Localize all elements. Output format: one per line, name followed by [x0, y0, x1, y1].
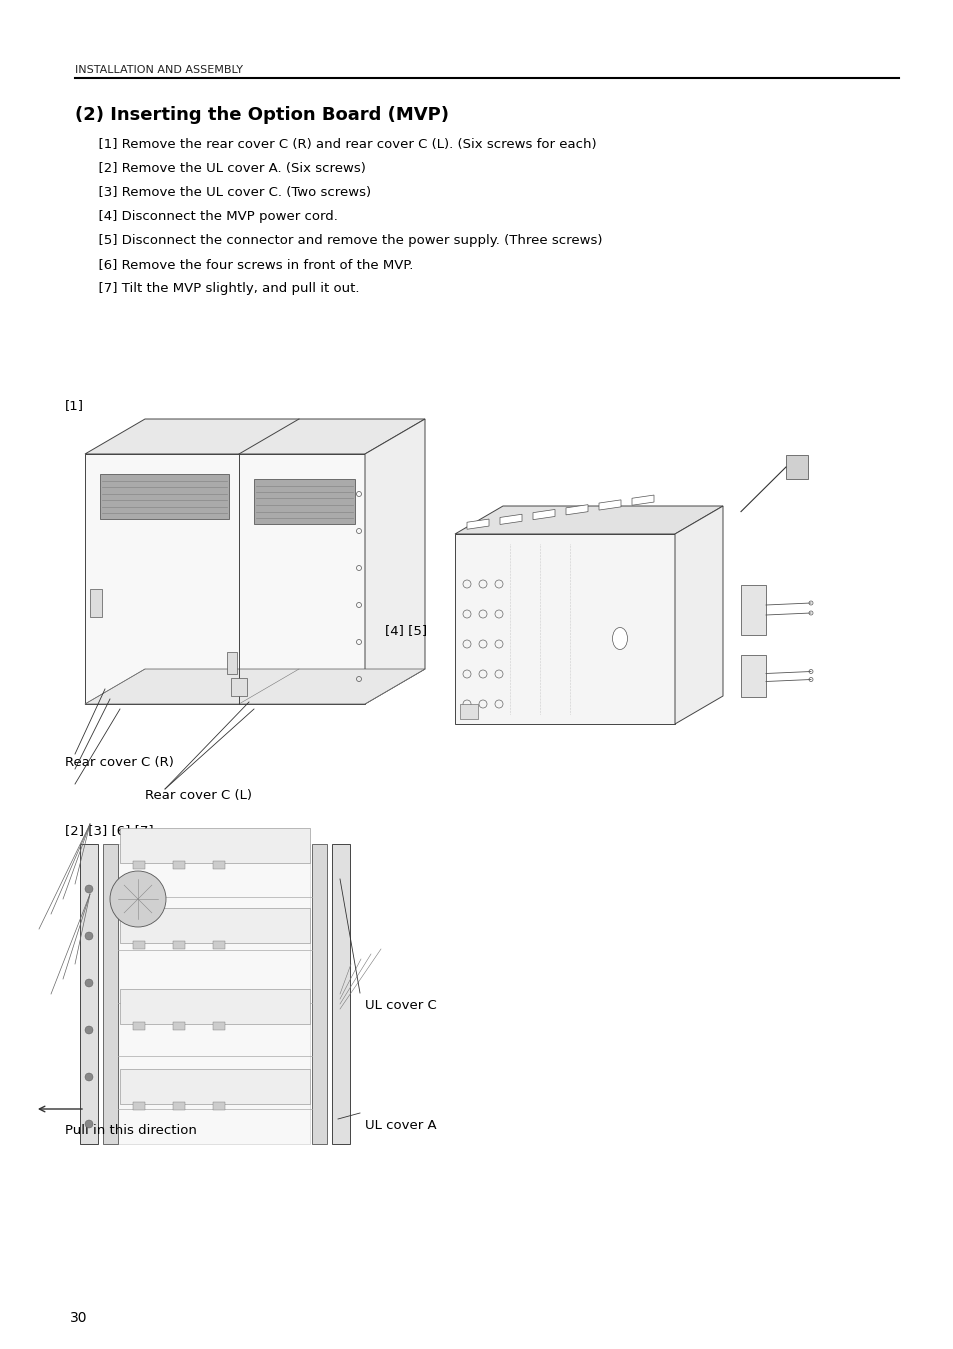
- Circle shape: [110, 871, 166, 927]
- Bar: [132, 1021, 145, 1029]
- Text: [7] Tilt the MVP slightly, and pull it out.: [7] Tilt the MVP slightly, and pull it o…: [90, 282, 359, 295]
- Polygon shape: [103, 844, 118, 1144]
- Bar: [231, 679, 247, 696]
- Bar: [132, 861, 145, 869]
- Ellipse shape: [612, 627, 627, 649]
- Polygon shape: [365, 420, 424, 704]
- Circle shape: [85, 885, 92, 893]
- Bar: [213, 1102, 225, 1110]
- Circle shape: [85, 932, 92, 940]
- Bar: [785, 455, 807, 479]
- Text: [5] Disconnect the connector and remove the power supply. (Three screws): [5] Disconnect the connector and remove …: [90, 233, 602, 247]
- Text: [2] Remove the UL cover A. (Six screws): [2] Remove the UL cover A. (Six screws): [90, 162, 366, 175]
- Bar: [120, 828, 310, 863]
- Polygon shape: [85, 669, 424, 704]
- Text: Rear cover C (R): Rear cover C (R): [65, 755, 173, 769]
- Bar: [253, 479, 355, 523]
- Bar: [120, 908, 310, 943]
- Polygon shape: [80, 844, 98, 1144]
- Bar: [120, 1068, 310, 1103]
- Circle shape: [85, 979, 92, 987]
- Circle shape: [85, 1072, 92, 1081]
- Text: 30: 30: [70, 1311, 88, 1325]
- Bar: [740, 654, 765, 696]
- Polygon shape: [455, 534, 675, 724]
- Text: (2) Inserting the Option Board (MVP): (2) Inserting the Option Board (MVP): [75, 107, 449, 124]
- Polygon shape: [85, 420, 424, 455]
- Polygon shape: [499, 514, 521, 525]
- Polygon shape: [332, 844, 350, 1144]
- Polygon shape: [312, 844, 327, 1144]
- Text: [4] Disconnect the MVP power cord.: [4] Disconnect the MVP power cord.: [90, 210, 337, 223]
- Polygon shape: [85, 455, 365, 704]
- Bar: [172, 861, 185, 869]
- Bar: [740, 585, 765, 635]
- Text: INSTALLATION AND ASSEMBLY: INSTALLATION AND ASSEMBLY: [75, 65, 243, 76]
- Bar: [227, 652, 236, 674]
- Bar: [213, 942, 225, 950]
- Polygon shape: [565, 505, 587, 515]
- Bar: [100, 473, 229, 519]
- Text: [2] [3] [6] [7]: [2] [3] [6] [7]: [65, 824, 153, 836]
- Text: UL cover A: UL cover A: [365, 1120, 436, 1132]
- Polygon shape: [455, 506, 722, 534]
- Text: [6] Remove the four screws in front of the MVP.: [6] Remove the four screws in front of t…: [90, 258, 413, 271]
- Polygon shape: [467, 519, 489, 529]
- Bar: [120, 989, 310, 1024]
- Text: [4] [5]: [4] [5]: [385, 625, 427, 637]
- Text: UL cover C: UL cover C: [365, 1000, 436, 1012]
- Bar: [172, 1021, 185, 1029]
- Polygon shape: [675, 506, 722, 724]
- Bar: [132, 942, 145, 950]
- Text: [1] Remove the rear cover C (R) and rear cover C (L). (Six screws for each): [1] Remove the rear cover C (R) and rear…: [90, 138, 596, 151]
- Bar: [459, 704, 477, 719]
- Bar: [213, 861, 225, 869]
- Bar: [172, 942, 185, 950]
- Bar: [90, 588, 102, 616]
- Bar: [172, 1102, 185, 1110]
- Circle shape: [85, 1120, 92, 1128]
- Polygon shape: [631, 495, 654, 506]
- Bar: [213, 1021, 225, 1029]
- Bar: [132, 1102, 145, 1110]
- Circle shape: [85, 1027, 92, 1033]
- Text: [1]: [1]: [65, 399, 84, 411]
- Polygon shape: [598, 500, 620, 510]
- Text: Rear cover C (L): Rear cover C (L): [145, 789, 252, 803]
- Bar: [118, 844, 310, 1144]
- Polygon shape: [533, 510, 555, 519]
- Text: [3] Remove the UL cover C. (Two screws): [3] Remove the UL cover C. (Two screws): [90, 186, 371, 200]
- Text: Pull in this direction: Pull in this direction: [65, 1124, 196, 1137]
